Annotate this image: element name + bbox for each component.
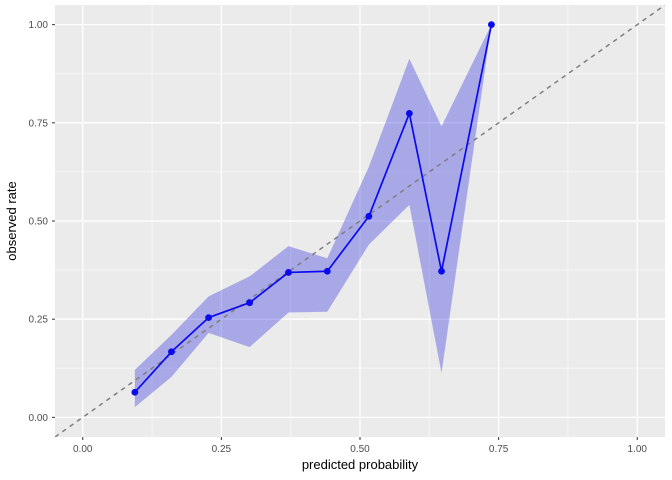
x-tick-label: 1.00 — [628, 444, 648, 455]
y-tick-label: 0.50 — [29, 217, 49, 228]
x-tick-label: 0.75 — [489, 444, 509, 455]
y-tick-label: 0.25 — [29, 315, 49, 326]
data-point — [205, 314, 213, 322]
y-tick-label: 1.00 — [29, 20, 49, 31]
data-point — [488, 21, 495, 29]
axis-layer: 0.00 0.25 0.50 0.75 1.00 0.00 0.25 0.50 0.75 1.00 — [29, 20, 648, 455]
data-point — [131, 388, 139, 396]
data-point — [365, 212, 373, 220]
identity-reference-line — [55, 5, 665, 437]
x-tick-label: 0.50 — [350, 444, 370, 455]
panel-layer — [55, 5, 665, 437]
x-tick-label: 0.00 — [73, 444, 93, 455]
y-tick-label: 0.00 — [29, 413, 49, 424]
y-axis-title: observed rate — [4, 181, 19, 261]
x-tick-label: 0.25 — [212, 444, 232, 455]
data-point — [438, 267, 445, 275]
data-point — [168, 348, 175, 356]
y-tick-label: 0.75 — [29, 118, 49, 129]
data-point — [285, 269, 292, 276]
calibration-line — [134, 24, 493, 393]
data-point — [246, 299, 254, 307]
data-point — [405, 109, 413, 117]
data-layer — [55, 5, 665, 437]
data-point — [323, 267, 331, 275]
x-axis-title: predicted probability — [302, 457, 419, 472]
